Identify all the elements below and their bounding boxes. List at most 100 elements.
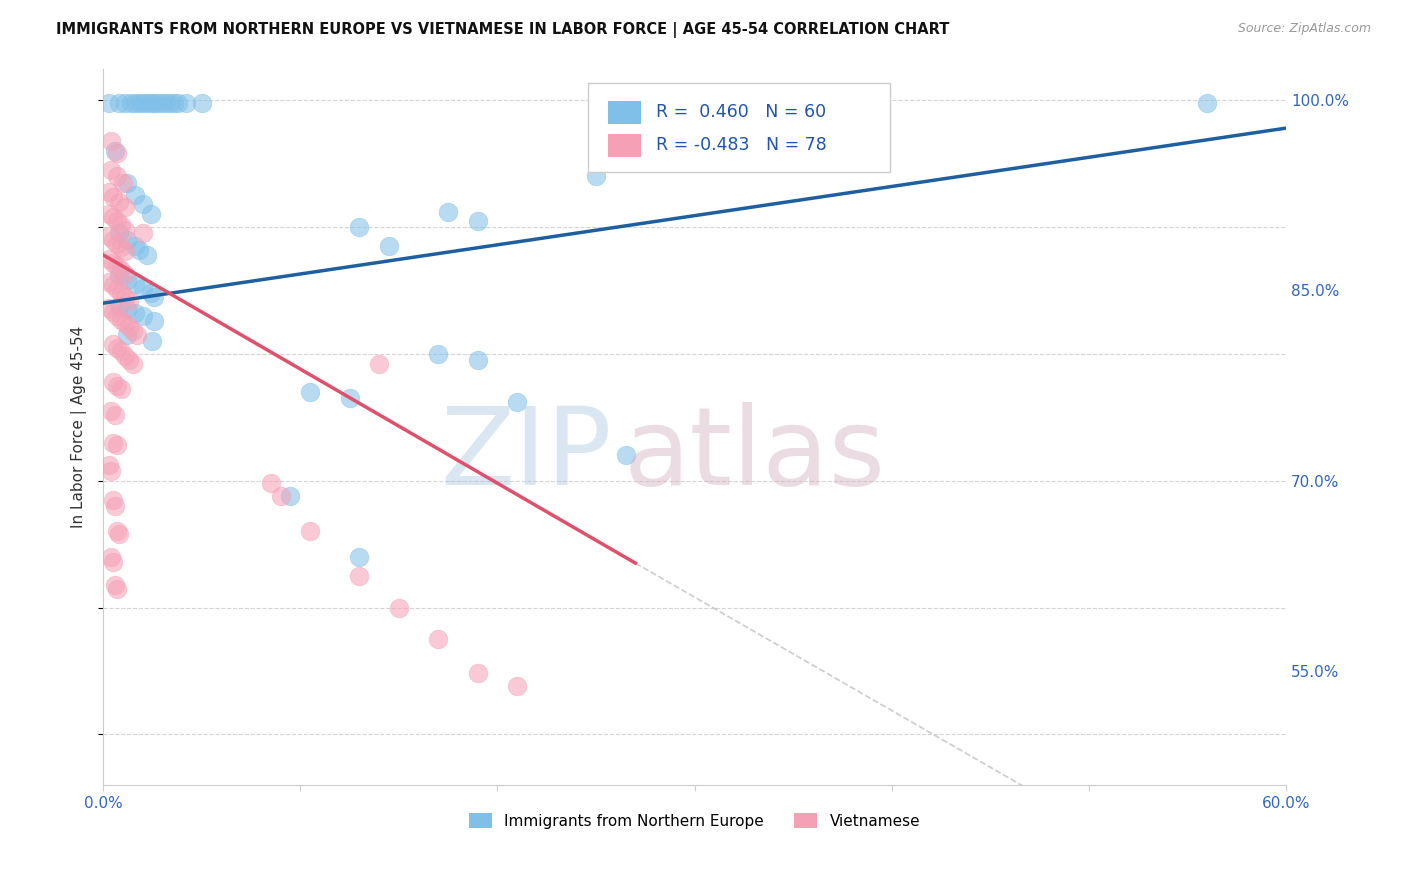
Point <box>104 408 127 422</box>
Point <box>427 347 450 361</box>
Point <box>135 248 157 262</box>
Point <box>128 243 150 257</box>
Point <box>105 169 128 184</box>
Point <box>139 207 162 221</box>
Point <box>115 176 138 190</box>
Point <box>506 679 529 693</box>
Point <box>108 268 131 283</box>
Point <box>115 302 138 317</box>
Point <box>280 489 302 503</box>
Point <box>98 95 121 110</box>
Point <box>174 95 197 110</box>
Point <box>101 336 124 351</box>
Point <box>139 95 162 110</box>
Point <box>121 324 143 338</box>
Text: IMMIGRANTS FROM NORTHERN EUROPE VS VIETNAMESE IN LABOR FORCE | AGE 45-54 CORRELA: IMMIGRANTS FROM NORTHERN EUROPE VS VIETN… <box>56 22 949 38</box>
Point <box>105 582 128 596</box>
Point <box>131 95 153 110</box>
Point <box>101 255 124 269</box>
Point <box>100 464 122 478</box>
Point <box>128 95 150 110</box>
Point <box>98 275 121 289</box>
Point <box>349 549 371 564</box>
Point <box>110 218 132 232</box>
Point <box>378 239 401 253</box>
Point <box>1197 95 1219 110</box>
Point <box>114 267 136 281</box>
Point <box>124 188 146 202</box>
Point <box>139 285 162 300</box>
Point <box>105 236 128 251</box>
Point <box>101 278 124 293</box>
Point <box>120 95 142 110</box>
Bar <box>609 134 641 157</box>
Point <box>101 555 124 569</box>
Point <box>110 383 132 397</box>
Text: R =  0.460   N = 60: R = 0.460 N = 60 <box>655 103 825 120</box>
Point <box>339 391 361 405</box>
Point <box>104 499 127 513</box>
Point <box>110 263 132 277</box>
Point <box>585 169 607 184</box>
Point <box>131 281 153 295</box>
Point <box>111 176 134 190</box>
Point <box>108 227 131 241</box>
Point <box>114 95 136 110</box>
Point <box>110 312 132 326</box>
Point <box>98 207 121 221</box>
Point <box>101 305 124 319</box>
Point <box>114 350 136 364</box>
Point <box>108 527 131 541</box>
Text: R = -0.483   N = 78: R = -0.483 N = 78 <box>655 136 827 154</box>
Point <box>98 458 121 473</box>
Point <box>101 435 124 450</box>
Point <box>110 285 132 300</box>
Point <box>135 95 157 110</box>
Point <box>104 577 127 591</box>
Point <box>349 569 371 583</box>
Point <box>108 95 131 110</box>
Point <box>437 204 460 219</box>
Text: Source: ZipAtlas.com: Source: ZipAtlas.com <box>1237 22 1371 36</box>
Point <box>131 227 153 241</box>
Point <box>114 317 136 331</box>
Point <box>368 357 391 371</box>
Point <box>100 549 122 564</box>
Text: atlas: atlas <box>624 402 886 508</box>
Point <box>98 228 121 243</box>
Point <box>124 306 146 320</box>
Point <box>105 524 128 539</box>
Point <box>124 277 146 292</box>
Point <box>349 220 371 235</box>
Point <box>98 185 121 199</box>
Bar <box>609 101 641 124</box>
Point <box>105 341 128 355</box>
Point <box>143 314 166 328</box>
Point <box>105 309 128 323</box>
Point <box>159 95 181 110</box>
Point <box>124 95 146 110</box>
Point <box>155 95 177 110</box>
Point <box>100 163 122 178</box>
Point <box>114 222 136 236</box>
Point <box>101 189 124 203</box>
Point <box>191 95 214 110</box>
Point <box>143 95 166 110</box>
Point <box>467 353 489 368</box>
Point <box>299 524 322 539</box>
Point <box>114 244 136 259</box>
Point <box>141 334 163 349</box>
Point <box>118 320 141 334</box>
Point <box>110 344 132 359</box>
Point <box>100 404 122 418</box>
Point <box>98 252 121 266</box>
Point <box>467 213 489 227</box>
Point <box>114 290 136 304</box>
Point <box>143 290 166 304</box>
Point <box>105 438 128 452</box>
Point <box>131 309 153 323</box>
Point <box>105 260 128 274</box>
Point <box>114 200 136 214</box>
Point <box>108 299 131 313</box>
Point <box>260 476 283 491</box>
